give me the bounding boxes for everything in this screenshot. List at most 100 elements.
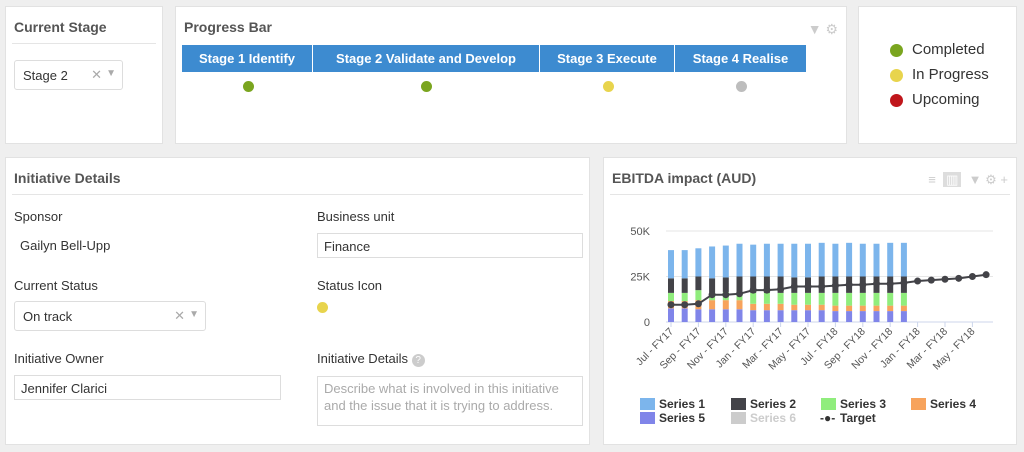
bar-series-1 <box>681 250 688 279</box>
panel-tools: ▼ ⚙ <box>808 21 838 38</box>
target-point <box>886 280 894 288</box>
target-point <box>873 280 880 288</box>
bar-series-1 <box>832 243 839 277</box>
gear-icon[interactable]: ⚙ <box>985 172 997 187</box>
owner-field[interactable]: Jennifer Clarici <box>14 375 281 400</box>
target-line-icon: -●- <box>820 411 836 425</box>
help-icon[interactable]: ? <box>411 354 425 367</box>
target-point <box>694 300 702 308</box>
bar-series-5 <box>668 308 674 322</box>
bar-series-5 <box>709 309 716 322</box>
details-textarea[interactable]: Describe what is involved in this initia… <box>317 376 583 426</box>
list-icon[interactable]: ≡ <box>928 172 936 187</box>
bar-series-2 <box>722 277 729 292</box>
ebitda-panel: EBITDA impact (AUD) ≡ ▥ ▼ ⚙ + 0 25K 50K Jul… <box>603 157 1017 445</box>
plus-icon[interactable]: + <box>1000 172 1008 187</box>
clear-icon[interactable]: ✕ <box>91 67 102 82</box>
bar-series-2 <box>777 276 784 293</box>
bar-series-4 <box>709 300 716 310</box>
divider <box>610 194 1010 195</box>
owner-label: Initiative Owner <box>14 351 104 366</box>
bar-series-5 <box>722 309 729 322</box>
target-point <box>845 281 853 289</box>
legend-series-4[interactable]: Series 4 <box>911 397 976 411</box>
target-point <box>955 274 963 282</box>
bar-series-5 <box>846 311 853 322</box>
status-legend-panel: Completed In Progress Upcoming <box>858 6 1017 144</box>
stage-3[interactable]: Stage 3 Execute <box>540 45 675 72</box>
bar-chart-icon[interactable]: ▥ <box>943 172 962 187</box>
bar-series-5 <box>736 309 743 322</box>
bar-series-4 <box>791 304 798 311</box>
bar-series-5 <box>900 311 907 322</box>
legend-series-3[interactable]: Series 3 <box>821 397 886 411</box>
legend-series-5[interactable]: Series 5 <box>640 411 705 425</box>
bar-series-3 <box>859 292 866 306</box>
bar-series-2 <box>709 278 716 293</box>
target-point <box>763 286 771 294</box>
bar-series-5 <box>750 310 757 322</box>
legend-series-1[interactable]: Series 1 <box>640 397 705 411</box>
legend-series-2[interactable]: Series 2 <box>731 397 796 411</box>
bar-series-5 <box>681 308 688 322</box>
legend-target[interactable]: -●- Target <box>820 411 876 425</box>
bar-series-4 <box>805 304 811 311</box>
bar-series-5 <box>805 310 811 322</box>
bar-series-5 <box>832 311 839 322</box>
bar-series-5 <box>763 310 770 322</box>
current-stage-panel: Current Stage Stage 2 ✕ ▼ <box>5 6 163 144</box>
bar-series-1 <box>763 243 770 277</box>
target-point <box>667 301 675 309</box>
clear-icon[interactable]: ✕ <box>174 308 185 323</box>
bar-series-1 <box>805 243 811 278</box>
legend-upcoming: Upcoming <box>890 91 980 108</box>
chevron-down-icon[interactable]: ▼ <box>106 68 116 79</box>
bar-series-2 <box>750 276 757 293</box>
bar-series-2 <box>695 276 702 291</box>
bar-series-4 <box>750 303 757 311</box>
current-stage-select[interactable]: Stage 2 ✕ ▼ <box>14 60 123 90</box>
stage-3-status-dot <box>603 81 614 92</box>
filter-icon[interactable]: ▼ <box>807 21 822 37</box>
bar-series-2 <box>668 278 674 293</box>
bar-series-1 <box>777 243 784 277</box>
business-unit-field[interactable]: Finance <box>317 233 583 258</box>
bar-series-1 <box>900 242 907 277</box>
gear-icon[interactable]: ⚙ <box>825 21 838 37</box>
target-point <box>900 279 908 287</box>
target-point <box>831 282 839 290</box>
legend-series-6[interactable]: Series 6 <box>731 411 796 425</box>
panel-title: EBITDA impact (AUD) <box>612 170 757 186</box>
select-value: Stage 2 <box>23 68 68 83</box>
bar-series-1 <box>668 250 674 279</box>
stage-2-status-dot <box>421 81 432 92</box>
bar-series-2 <box>681 278 688 293</box>
chevron-down-icon[interactable]: ▼ <box>189 309 199 320</box>
target-point <box>968 273 976 280</box>
bar-series-1 <box>722 245 729 278</box>
panel-title: Initiative Details <box>14 170 121 186</box>
bar-series-3 <box>681 292 688 302</box>
bar-series-3 <box>887 292 894 306</box>
bar-series-3 <box>695 290 702 301</box>
business-unit-label: Business unit <box>317 209 395 224</box>
bar-series-3 <box>900 292 907 306</box>
bar-series-3 <box>805 292 811 305</box>
filter-icon[interactable]: ▼ <box>968 172 982 187</box>
bar-series-5 <box>873 311 880 322</box>
target-point <box>927 276 935 284</box>
progress-bar-panel: Progress Bar ▼ ⚙ Stage 1 Identify Stage … <box>175 6 847 144</box>
bar-series-3 <box>763 292 770 304</box>
stage-4[interactable]: Stage 4 Realise <box>675 45 807 72</box>
target-line <box>671 273 987 306</box>
y-tick-label: 0 <box>644 317 650 329</box>
bar-series-1 <box>873 243 880 277</box>
select-value: On track <box>23 309 73 324</box>
current-status-select[interactable]: On track ✕ ▼ <box>14 301 206 331</box>
stage-4-status-dot <box>736 81 747 92</box>
target-point <box>859 281 867 289</box>
bar-series-1 <box>709 246 716 279</box>
status-icon-label: Status Icon <box>317 278 383 293</box>
stage-2[interactable]: Stage 2 Validate and Develop <box>313 45 540 72</box>
stage-1[interactable]: Stage 1 Identify <box>182 45 313 72</box>
